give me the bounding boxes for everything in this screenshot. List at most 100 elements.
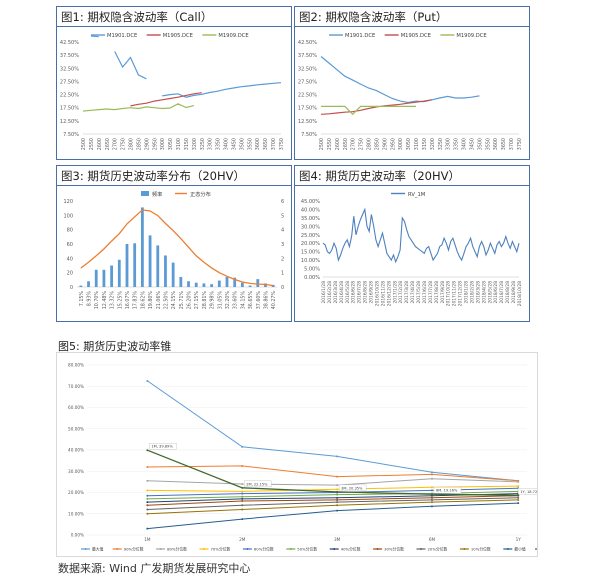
y-tick-label: 12.50% (60, 119, 79, 125)
legend-label: 40%分位数 (341, 547, 361, 552)
data-point (241, 445, 244, 448)
y-tick-label: 10.00% (68, 511, 84, 516)
x-tick-label: 2850 (136, 138, 142, 150)
y-tick-label: 12.50% (298, 119, 317, 125)
fig3-panel: 图3: 期货历史波动率分布（20HV） 0 20 40 60 80 100 120 0 1 2 3 4… (56, 165, 292, 322)
y-tick-label: 17.50% (60, 106, 79, 112)
y2-tick-label: 1 (281, 271, 284, 277)
legend-label: 10%分位数 (471, 547, 491, 552)
data-point (146, 504, 149, 507)
data-point (336, 501, 339, 504)
annotation-box (244, 480, 272, 488)
legend-label: M1901.DCE (107, 33, 137, 39)
x-tick-label: 3550 (485, 138, 491, 150)
y-tick-label: 60.00% (68, 405, 84, 410)
data-point (430, 471, 433, 474)
legend-marker (246, 548, 249, 550)
data-point (517, 498, 520, 501)
data-point (336, 488, 339, 491)
data-point (430, 501, 433, 504)
bar (117, 259, 121, 287)
data-point (517, 494, 520, 497)
annotation-label: 6M, 19.16% (436, 489, 458, 493)
y2-tick-label: 6 (281, 199, 284, 205)
x-tick-label: 19.80% (148, 291, 154, 310)
x-tick-label: 12.48% (102, 291, 108, 310)
x-tick-label: 2017/12/28 (458, 281, 464, 307)
legend-marker (506, 548, 509, 550)
legend-label: 正态分布 (190, 190, 211, 198)
x-tick-label: 3M (334, 537, 341, 542)
bar (271, 284, 275, 287)
legend-marker (463, 548, 466, 550)
x-tick-label: 2017/3/28 (404, 281, 410, 304)
annotation-box (518, 488, 537, 495)
x-tick-label: 7.15% (79, 291, 85, 307)
x-tick-label: 2016/3/28 (333, 281, 339, 304)
y-tick-label: 22.50% (60, 93, 79, 99)
x-tick-label: 2016/1/28 (321, 281, 327, 304)
y-tick-label: 7.50% (301, 132, 317, 138)
bar (102, 269, 106, 287)
x-tick-label: 3350 (216, 138, 222, 150)
legend-label: 频率 (152, 190, 162, 198)
data-point (336, 496, 339, 499)
x-tick-label: 25.71% (179, 291, 185, 310)
x-tick-label: 27.15% (194, 291, 200, 310)
series-line-70%分位数 (147, 485, 519, 492)
y-tick-label: 15.00% (301, 250, 320, 256)
fig1-panel: 图1: 期权隐含波动率（Call） 7.50% 12.50% 17.50% 22.50… (56, 6, 292, 160)
x-tick-label: 2016/2/28 (327, 281, 333, 304)
y-tick-label: 80 (67, 228, 73, 234)
x-tick-label: 38.86% (263, 291, 269, 310)
bar (148, 235, 152, 287)
x-tick-label: 3300 (208, 138, 214, 150)
bar (225, 276, 229, 287)
legend-label: 最小值 (514, 547, 526, 552)
y-tick-label: 37.50% (60, 53, 79, 59)
data-point (241, 495, 244, 498)
x-tick-label: 3250 (200, 138, 206, 150)
data-point (146, 512, 149, 515)
y-tick-label: 45.00% (301, 199, 320, 205)
data-point (146, 489, 149, 492)
x-tick-label: 2017/1/28 (392, 281, 398, 304)
bar (164, 255, 167, 287)
y-tick-label: 30.00% (301, 224, 320, 230)
y-tick-label: 32.50% (298, 66, 317, 72)
x-tick-label: 3150 (422, 138, 428, 150)
fig1-chart: 7.50% 12.50% 17.50% 22.50% 27.50% 32.50% 37.50… (60, 33, 285, 150)
legend-marker (159, 548, 162, 550)
data-point (336, 504, 339, 507)
y-tick-label: 20.00% (301, 241, 320, 247)
x-tick-label: 31.05% (217, 291, 223, 310)
data-point (241, 492, 244, 495)
data-point (517, 485, 520, 488)
fig3-title: 图3: 期货历史波动率分布（20HV） (57, 166, 291, 186)
x-tick-label: 2016/6/28 (351, 281, 357, 304)
y-tick-label: 27.50% (60, 79, 79, 85)
data-point (146, 494, 149, 497)
x-tick-label: 2017/11/28 (452, 281, 458, 307)
x-tick-label: 3100 (176, 138, 182, 150)
series-line-90%分位数 (147, 465, 519, 482)
x-tick-label: 2018/6/28 (493, 281, 499, 304)
y-tick-label: 80.00% (68, 363, 84, 368)
x-tick-label: 2016/5/28 (345, 281, 351, 304)
x-tick-label: 2018/3/28 (475, 281, 481, 304)
bar (233, 277, 237, 287)
bar (187, 281, 190, 287)
data-point (241, 518, 244, 521)
fig2-panel: 图2: 期权隐含波动率（Put） 7.50% 12.50% 17.50% 22.50%… (294, 6, 530, 160)
x-tick-label: 2017/7/28 (428, 281, 434, 304)
data-point (146, 501, 149, 504)
x-tick-label: 3350 (454, 138, 460, 150)
data-point (146, 497, 149, 500)
legend-label: M1901.DCE (345, 33, 375, 39)
legend-label: 50%分位数 (297, 547, 317, 552)
x-tick-label: 3650 (263, 138, 269, 150)
data-point (336, 475, 339, 478)
legend-label: 80%分位数 (167, 547, 187, 552)
x-tick-label: 3400 (224, 138, 230, 150)
data-point (430, 496, 433, 499)
